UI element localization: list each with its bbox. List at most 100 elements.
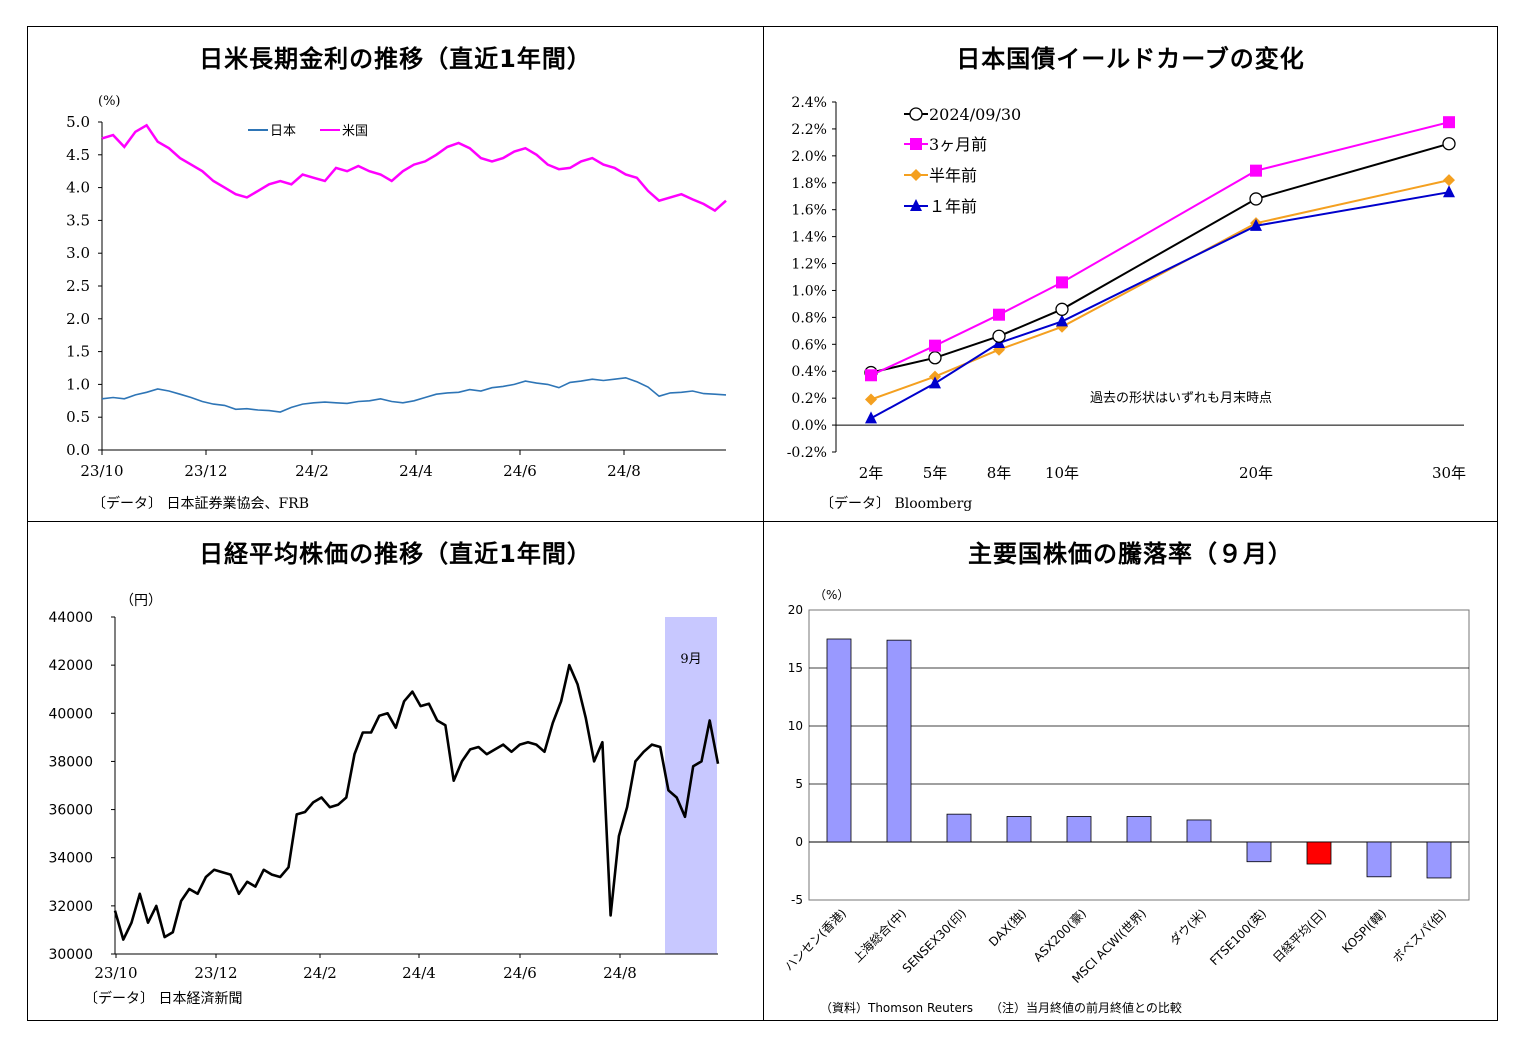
rates-legend-label: 米国 — [342, 124, 368, 139]
rates-y-tick-label: 3.0 — [66, 244, 90, 262]
nikkei-title: 日経平均株価の推移（直近1年間） — [199, 540, 592, 568]
rates-y-tick-label: 1.5 — [66, 343, 90, 361]
rates-x-tick-label: 24/4 — [399, 462, 433, 480]
rates-y-tick-label: 0.0 — [66, 441, 90, 459]
yield-point — [929, 376, 941, 389]
yield-point — [1055, 302, 1069, 316]
rates-chart: 0.0 0.5 1.0 1.5 2.0 2.5 3.0 3.5 4.0 4.5 5.0 (%) 23/1… — [66, 94, 727, 480]
stocks-y-tick-label: 5 — [795, 777, 803, 791]
nikkei-y-tick-label: 36000 — [48, 803, 93, 819]
nikkei-series-line — [113, 663, 720, 941]
yield-series-line-3 — [870, 191, 1450, 420]
yield-legend-marker — [910, 169, 922, 181]
yield-chart: -0.2% 0.0% 0.2% 0.4% 0.6% 0.8% 1.0% 1.2% 1.4% 1.6… — [787, 95, 1466, 482]
yield-point — [1443, 185, 1455, 198]
rates-y-tick-label: 5.0 — [66, 113, 90, 131]
yield-y-tick-label: 2.4% — [791, 95, 827, 111]
nikkei-chart: 9月 30000 32000 34000 36000 38000 40000 42000 440… — [48, 593, 720, 982]
nikkei-y-tick-label: 34000 — [48, 851, 93, 867]
stocks-x-tick-label: ASX200(豪) — [1030, 906, 1089, 965]
yield-source: 〔データ〕 Bloomberg — [820, 496, 973, 512]
nikkei-x-tick-label: 23/12 — [194, 964, 237, 982]
yield-point — [865, 393, 877, 406]
nikkei-y-tick-label: 42000 — [48, 658, 93, 674]
yield-x-tick-label: 20年 — [1239, 464, 1273, 482]
panel-rates: 日米長期金利の推移（直近1年間） 0.0 0.5 1.0 1.5 2.0 2.5 3.0 3.… — [27, 26, 764, 522]
rates-y-tick-label: 4.5 — [66, 146, 90, 164]
nikkei-x-tick-label: 24/8 — [603, 964, 637, 982]
rates-y-tick-label: 0.5 — [66, 408, 90, 426]
rates-y-tick-label: 3.5 — [66, 211, 90, 229]
stocks-source-left: （資料）Thomson Reuters — [820, 1001, 974, 1015]
nikkei-y-tick-label: 38000 — [48, 754, 93, 770]
yield-y-tick-label: 1.8% — [791, 176, 827, 192]
stocks-y-tick-label: 10 — [788, 719, 803, 733]
rates-legend-label: 日本 — [270, 124, 296, 139]
nikkei-y-tick-label: 44000 — [48, 610, 93, 626]
stocks-y-tick-label: 20 — [788, 603, 803, 617]
panel-yield: 日本国債イールドカーブの変化 -0.2% 0.0% 0.2% 0.4% 0.6% 0.8%… — [763, 26, 1498, 522]
rates-x-tick-label: 24/8 — [607, 462, 641, 480]
stocks-chart: -5 0 5 10 15 20 （%） ハンセン(香港) 上海総合(中)SENSEX30(印) D… — [782, 588, 1470, 986]
yield-legend-label: 3ヶ月前 — [929, 135, 987, 154]
rates-y-tick-label: 2.5 — [66, 277, 90, 295]
stocks-x-tick-label: 上海総合(中) — [849, 906, 909, 966]
panel-nikkei: 日経平均株価の推移（直近1年間） 9月 30000 32000 34000 36000 3… — [27, 521, 764, 1021]
yield-title: 日本国債イールドカーブの変化 — [956, 45, 1305, 73]
yield-point — [1443, 174, 1455, 187]
stocks-y-tick-label: 15 — [788, 661, 803, 675]
yield-annotation: 過去の形状はいずれも月末時点 — [1090, 391, 1272, 406]
stocks-bar — [1306, 841, 1332, 865]
stocks-x-tick-label: ボベスパ(伯) — [1389, 906, 1449, 966]
rates-y-unit: (%) — [98, 94, 121, 109]
rates-source: 〔データ〕 日本証券業協会、FRB — [92, 496, 309, 512]
stocks-source-right: （注）当月終値の前月終値との比較 — [990, 1001, 1182, 1015]
stocks-bar — [1126, 816, 1152, 843]
yield-y-tick-label: 1.4% — [791, 230, 827, 246]
rates-y-tick-label: 2.0 — [66, 310, 90, 328]
yield-series-line-2 — [870, 179, 1450, 401]
yield-point — [1056, 276, 1068, 289]
stocks-x-tick-label: 日経平均(日) — [1270, 906, 1329, 965]
yield-y-tick-label: 0.2% — [791, 391, 827, 407]
yield-x-tick-label: 30年 — [1432, 464, 1466, 482]
stocks-bar — [1186, 819, 1212, 843]
yield-series-line-1 — [870, 121, 1450, 377]
nikkei-source: 〔データ〕 日本経済新聞 — [84, 991, 243, 1007]
rates-x-tick-label: 23/10 — [80, 462, 123, 480]
yield-y-tick-label: 0.6% — [791, 337, 827, 353]
nikkei-band-label: 9月 — [680, 652, 701, 667]
yield-y-tick-label: 1.2% — [791, 257, 827, 273]
yield-point — [1442, 137, 1456, 151]
stocks-y-unit: （%） — [814, 588, 849, 602]
stocks-bar — [1426, 841, 1452, 879]
stocks-x-tick-label: SENSEX30(印) — [900, 906, 969, 975]
yield-y-tick-label: -0.2% — [787, 445, 827, 461]
yield-x-tick-label: 5年 — [923, 464, 948, 482]
yield-legend-marker — [910, 199, 922, 211]
rates-y-tick-label: 1.0 — [66, 375, 90, 393]
yield-y-tick-label: 0.4% — [791, 364, 827, 380]
yield-y-tick-label: 0.0% — [791, 418, 827, 434]
stocks-bar — [1006, 816, 1032, 843]
yield-point — [1250, 164, 1262, 177]
stocks-plot-area — [808, 609, 1470, 901]
yield-y-tick-label: 2.0% — [791, 149, 827, 165]
yield-point — [1250, 218, 1262, 231]
yield-point — [1249, 192, 1263, 206]
yield-point — [928, 351, 942, 365]
yield-y-tick-label: 1.0% — [791, 283, 827, 299]
stocks-x-tick-label: ハンセン(香港) — [782, 906, 849, 973]
yield-x-tick-label: 8年 — [987, 464, 1012, 482]
yield-y-tick-label: 0.8% — [791, 310, 827, 326]
nikkei-x-tick-label: 24/2 — [303, 964, 337, 982]
yield-point — [1056, 314, 1068, 327]
yield-point — [865, 411, 877, 424]
yield-legend-label: １年前 — [929, 197, 977, 216]
stocks-x-tick-label: FTSE100(英) — [1207, 906, 1269, 968]
stocks-title: 主要国株価の騰落率（９月） — [968, 540, 1293, 568]
panel-stocks: 主要国株価の騰落率（９月） -5 0 5 10 15 20 （%） ハンセン(香港) 上海総合(… — [763, 521, 1498, 1021]
yield-point — [929, 339, 941, 352]
rates-series-line-1 — [101, 123, 727, 213]
stocks-y-tick-label: 0 — [795, 835, 803, 849]
